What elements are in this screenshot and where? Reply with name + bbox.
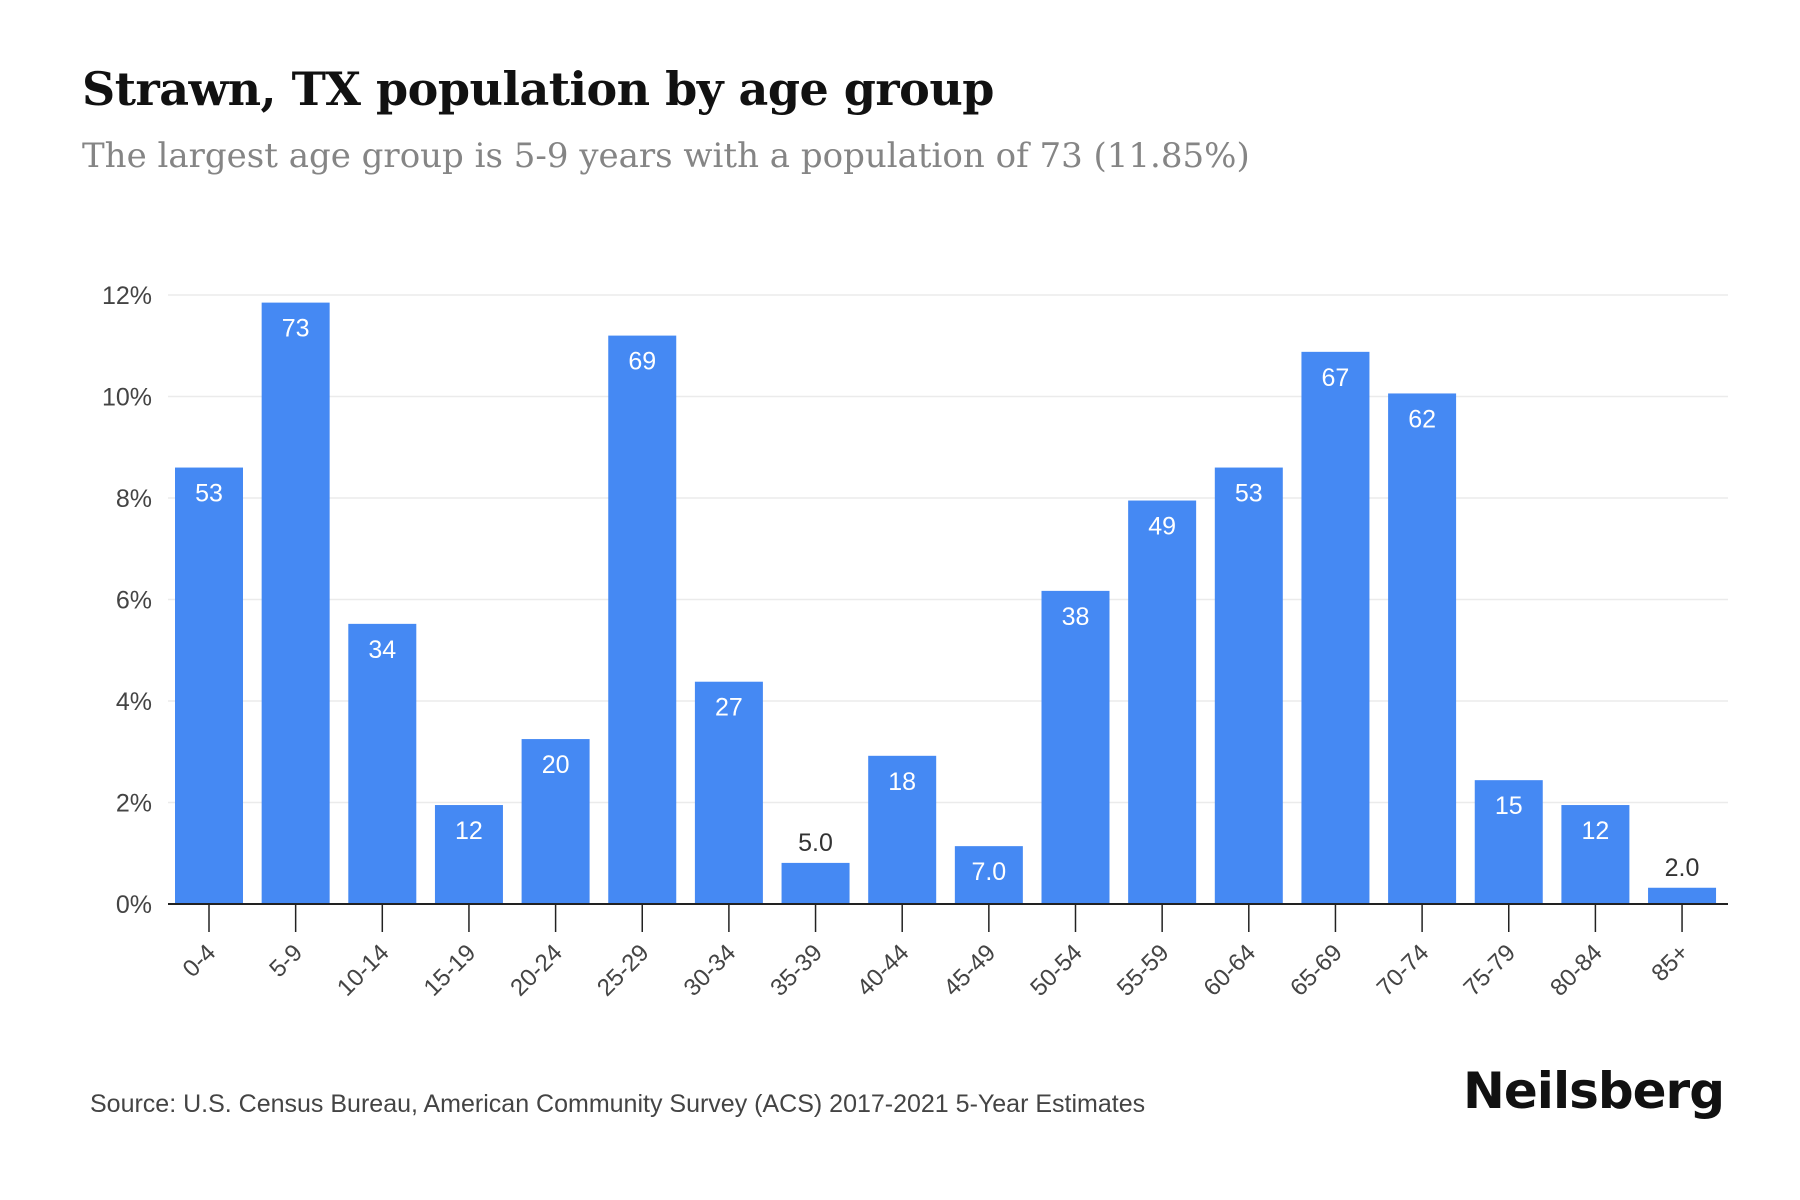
- source-note: Source: U.S. Census Bureau, American Com…: [90, 1090, 1146, 1118]
- x-tick-label: 60-64: [1199, 939, 1262, 1002]
- grid-lines: [168, 294, 1728, 804]
- bar-value-label: 34: [368, 636, 396, 664]
- bar-value-label: 27: [715, 694, 743, 722]
- bar-value-label: 73: [282, 315, 310, 343]
- chart-title: Strawn, TX population by age group: [82, 62, 994, 116]
- bar-value-label: 5.0: [798, 829, 833, 857]
- y-tick-label: 8%: [116, 485, 152, 513]
- bar-value-label: 49: [1148, 513, 1176, 541]
- y-tick-label: 10%: [102, 384, 152, 412]
- x-tick-label: 15-19: [419, 939, 482, 1002]
- x-tick-label: 50-54: [1025, 939, 1088, 1002]
- bar-value-label: 67: [1322, 364, 1350, 392]
- x-tick-label: 20-24: [505, 939, 568, 1002]
- bar-value-label: 18: [888, 768, 916, 796]
- bar: [434, 805, 503, 904]
- x-tick-label: 10-14: [332, 939, 395, 1002]
- x-tick-label: 75-79: [1458, 939, 1521, 1002]
- bar-value-label: 20: [542, 751, 570, 779]
- x-tick-label: 40-44: [852, 939, 915, 1002]
- bar-value-label: 7.0: [971, 858, 1006, 886]
- x-tick-label: 80-84: [1545, 939, 1608, 1002]
- x-tick-label: 55-59: [1112, 939, 1175, 1002]
- y-tick-label: 4%: [116, 688, 152, 716]
- y-tick-label: 6%: [116, 587, 152, 615]
- brand-logo: Neilsberg: [1463, 1062, 1725, 1120]
- bar: [1214, 467, 1283, 904]
- bar-value-label: 12: [1581, 817, 1609, 845]
- bar: [521, 739, 590, 904]
- bar: [1648, 887, 1717, 904]
- bar: [1388, 393, 1457, 904]
- bar: [694, 681, 763, 904]
- bars: [175, 302, 1717, 905]
- x-tick-label: 70-74: [1372, 939, 1435, 1002]
- x-tick-label: 25-29: [592, 939, 655, 1002]
- x-tick-label: 0-4: [178, 939, 222, 983]
- bar-value-label: 2.0: [1665, 854, 1700, 882]
- bar: [1128, 500, 1197, 904]
- bar: [1301, 351, 1370, 905]
- bar-value-label: 15: [1495, 792, 1523, 820]
- x-tick-label: 85+: [1646, 939, 1694, 987]
- x-tick-label: 35-39: [765, 939, 828, 1002]
- bar: [781, 862, 850, 904]
- bar: [1474, 780, 1543, 904]
- x-tick-label: 30-34: [679, 939, 742, 1002]
- bar-value-label: 12: [455, 817, 483, 845]
- y-tick-label: 0%: [116, 891, 152, 919]
- bar: [1561, 805, 1630, 904]
- bar-value-label: 53: [1235, 480, 1263, 508]
- bar: [1041, 590, 1110, 904]
- bar-value-label: 53: [195, 480, 223, 508]
- y-axis-ticks: 0% 2% 4% 6% 8% 10% 12%: [102, 282, 152, 919]
- x-tick-label: 65-69: [1285, 939, 1348, 1002]
- x-axis-ticks: 0-4 5-9 10-14 15-19 20-24 25-29 30-34 35-39 40-4…: [178, 904, 1694, 1002]
- bar-value-label: 69: [628, 348, 656, 376]
- bar: [261, 302, 330, 904]
- bar-value-label: 38: [1062, 603, 1090, 631]
- bar-labels: 53 73 34 12 20 69 27 5.0 18 7.0 38 49 53 67 62 15 12 2.0: [195, 315, 1699, 887]
- chart-subtitle: The largest age group is 5-9 years with …: [82, 136, 1250, 176]
- bar: [175, 467, 243, 904]
- bar: [868, 755, 937, 904]
- bar: [954, 846, 1023, 904]
- y-tick-label: 2%: [116, 790, 152, 818]
- x-tick-label: 5-9: [264, 939, 308, 983]
- bar-value-label: 62: [1408, 405, 1436, 433]
- bar: [348, 623, 417, 904]
- y-tick-label: 12%: [102, 282, 152, 310]
- bar: [608, 335, 677, 905]
- x-tick-label: 45-49: [939, 939, 1002, 1002]
